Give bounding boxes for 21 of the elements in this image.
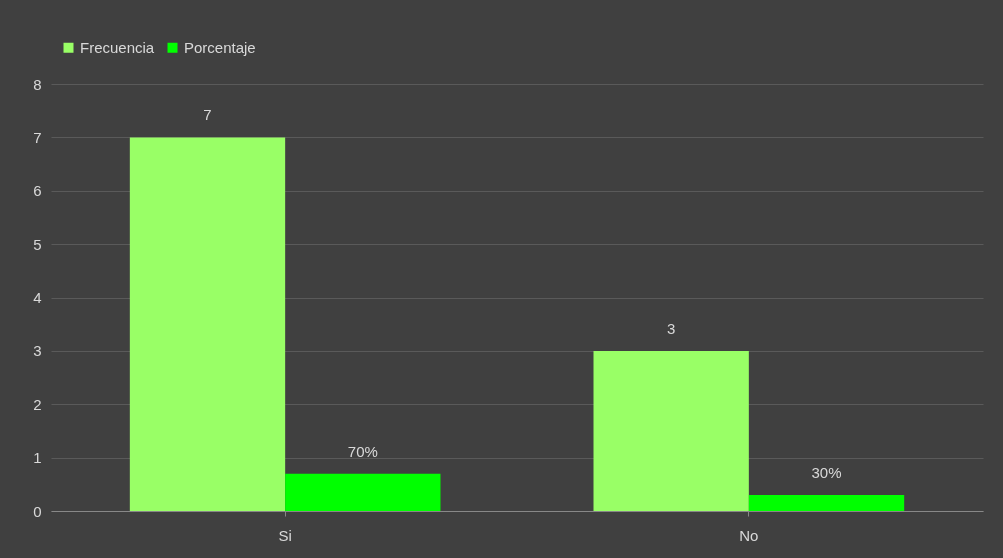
x-tick-label: No (739, 526, 759, 544)
y-tick-label: 2 (33, 395, 42, 413)
x-tick-label: Si (278, 526, 292, 544)
y-tick-label: 3 (33, 342, 42, 360)
y-tick-label: 0 (33, 502, 42, 520)
y-tick-label: 5 (33, 235, 42, 253)
y-tick-label: 6 (33, 182, 42, 200)
legend-label: Porcentaje (184, 38, 256, 56)
y-tick-label: 1 (33, 449, 42, 467)
bar (129, 137, 286, 511)
legend-label: Frecuencia (80, 38, 155, 56)
bar (748, 494, 905, 511)
bar (593, 350, 749, 511)
y-tick-label: 7 (33, 128, 42, 146)
y-tick-label: 4 (33, 289, 42, 306)
data-label: 30% (811, 463, 842, 481)
data-label: 3 (667, 319, 676, 337)
bar (285, 473, 441, 511)
data-label: 7 (203, 106, 212, 124)
data-label: 70% (347, 442, 378, 460)
y-tick-label: 8 (33, 75, 42, 93)
